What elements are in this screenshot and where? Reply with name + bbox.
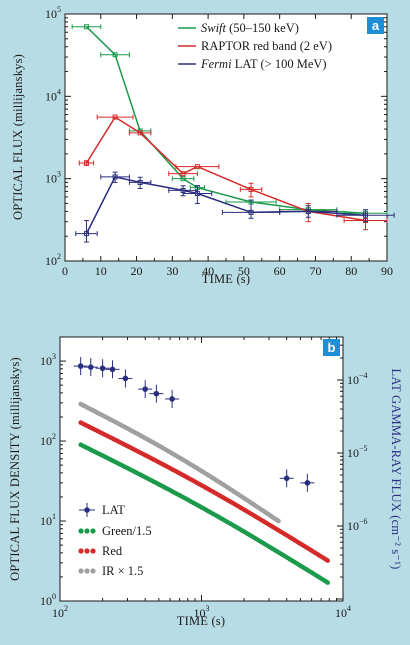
panel-a: 0 10 20 30 40 50 60 70 80 90 102 103 104 105 Swift (5… — [11, 5, 395, 286]
x-tick-label-a: 40 — [202, 264, 214, 278]
data-point — [194, 191, 200, 197]
y-tick-label-b: 103 — [40, 352, 56, 368]
data-point — [112, 52, 118, 58]
legend-raptor: RAPTOR red band (2 eV) — [201, 39, 332, 53]
x-tick-label-b: 103 — [194, 604, 210, 620]
series-b-3 — [78, 401, 281, 524]
legend-b: LAT Green/1.5 Red IR × 1.5 — [78, 503, 152, 578]
x-tick-label-a: 30 — [166, 264, 178, 278]
data-point — [112, 114, 118, 120]
data-point — [283, 475, 290, 482]
data-point — [77, 363, 84, 369]
data-point — [363, 212, 369, 218]
legend-swatch-lat — [79, 503, 95, 517]
x-tick-label-a: 0 — [62, 264, 68, 278]
x-axis-label-a: TIME (s) — [202, 272, 250, 286]
data-point — [305, 208, 311, 214]
data-point — [248, 186, 254, 192]
series-line-a — [85, 116, 366, 222]
panel-badge-b-label: b — [328, 340, 336, 355]
data-point — [99, 365, 106, 372]
y-tick-label-b-right: 10−4 — [347, 371, 368, 387]
data-point — [194, 164, 200, 170]
y-tick-label-b: 102 — [40, 432, 56, 448]
legend-a: Swift (50–150 keV) RAPTOR red band (2 eV… — [178, 21, 332, 71]
y-tick-label-b-right: 10−5 — [347, 444, 368, 460]
data-point — [325, 580, 331, 585]
data-point — [122, 375, 129, 382]
panel-badge-b — [323, 339, 340, 356]
data-point — [276, 518, 281, 524]
y-tick-label-a: 102 — [45, 252, 61, 268]
series-b-2 — [78, 420, 331, 563]
x-tick-label-a: 70 — [309, 264, 321, 278]
data-point — [325, 558, 331, 563]
data-point — [180, 176, 186, 182]
series-a-2 — [75, 171, 395, 243]
data-point — [180, 171, 186, 177]
x-axis-label-b: TIME (s) — [177, 614, 225, 628]
x-tick-label-a: 20 — [131, 264, 143, 278]
data-point — [87, 364, 94, 370]
data-point — [83, 24, 89, 30]
legend-swatch-ir — [78, 568, 96, 574]
legend-fermi: Fermi LAT (> 100 MeV) — [200, 57, 327, 71]
legend-ir: IR × 1.5 — [102, 564, 143, 578]
x-tick-label-b: 102 — [52, 604, 68, 620]
x-tick-label-a: 60 — [274, 264, 286, 278]
legend-swift: Swift (50–150 keV) — [201, 21, 299, 35]
y-axis-label-b: OPTICAL FLUX DENSITY (millijanskys) — [8, 357, 22, 581]
data-point — [248, 209, 254, 215]
x-tick-label-a: 90 — [381, 264, 393, 278]
legend-green: Green/1.5 — [102, 524, 152, 538]
x-tick-label-a: 10 — [95, 264, 107, 278]
panel-badge-a — [367, 17, 384, 34]
data-point — [83, 160, 89, 166]
series-b-0 — [73, 357, 315, 492]
legend-swatch-red — [78, 548, 96, 554]
y-tick-label-a: 105 — [45, 5, 61, 21]
data-point — [137, 179, 143, 185]
y-tick-label-b: 101 — [40, 512, 56, 528]
y-tick-label-b-right: 10−6 — [347, 517, 368, 533]
y-tick-label-a: 103 — [45, 170, 61, 186]
data-point — [169, 396, 175, 402]
data-point — [137, 130, 143, 136]
data-point — [304, 480, 311, 486]
panel-badge-a-label: a — [372, 18, 380, 33]
y-tick-label-a: 104 — [45, 87, 61, 103]
y-axis-label-a: OPTICAL FLUX (millijanskys) — [11, 54, 25, 220]
x-tick-label-a: 80 — [345, 264, 357, 278]
y-axis-label-right-b: LAT GAMMA-RAY FLUX (cm⁻² s⁻¹) — [389, 368, 403, 569]
x-tick-label-b: 104 — [335, 604, 351, 620]
data-point — [153, 390, 160, 397]
series-b-1 — [78, 442, 331, 585]
legend-lat: LAT — [102, 503, 125, 517]
data-point — [142, 386, 148, 392]
legend-red: Red — [102, 544, 123, 558]
x-tick-label-a: 50 — [238, 264, 250, 278]
panel-b: 102 103 104 100 101 102 103 10−6 10−5 10−4 LAT Gr… — [8, 336, 403, 628]
data-point — [109, 366, 116, 373]
legend-swatch-green — [78, 528, 96, 534]
y-tick-label-b: 100 — [40, 592, 56, 608]
data-point — [83, 231, 89, 237]
data-point — [112, 174, 118, 180]
